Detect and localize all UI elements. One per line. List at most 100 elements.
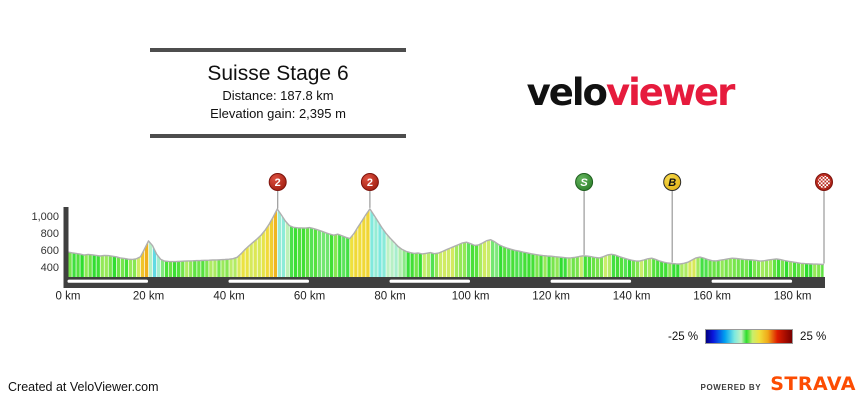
x-axis-label: 60 km: [294, 291, 325, 303]
elevation-bar: [575, 256, 579, 277]
stage-profile-chart[interactable]: 400 600 800 1,000 0 km 20 km 40 km 60 km 80 km 10…: [0, 150, 860, 310]
veloviewer-logo: veloviewer: [515, 74, 745, 111]
elevation-bar: [438, 251, 442, 277]
plot-area[interactable]: [67, 208, 825, 277]
marker-label: S: [580, 177, 588, 189]
elevation-bar: [277, 209, 281, 277]
elevation-bar: [599, 256, 603, 277]
elevation-bar: [539, 255, 543, 277]
elevation-bar: [559, 257, 563, 277]
profile-outline: [67, 208, 825, 266]
elevation-bar: [764, 260, 769, 277]
elevation-bar: [116, 256, 120, 277]
elevation-bar: [615, 255, 620, 277]
elevation-bar: [68, 252, 72, 277]
strava-attribution: POWERED BY STRAVA: [701, 373, 856, 395]
elevation-bar: [418, 253, 422, 277]
elevation-bar: [249, 242, 253, 277]
elevation-bar: [338, 234, 342, 277]
elevation-bar: [772, 258, 777, 277]
elevation-bar: [189, 260, 193, 277]
elevation-bar: [788, 261, 793, 277]
elevation-bar: [527, 252, 531, 277]
bonus-sprint-marker[interactable]: B: [663, 173, 682, 263]
elevation-bar: [108, 255, 112, 277]
elevation-bar: [607, 254, 612, 277]
elevation-bar: [112, 256, 116, 277]
checkered-flag-icon: [817, 175, 831, 189]
elevation-bar: [591, 256, 595, 277]
elevation-bar: [728, 258, 732, 277]
elevation-bar: [148, 240, 153, 277]
elevation-bar: [342, 235, 346, 277]
elevation-bar: [237, 253, 241, 277]
elevation-bar: [173, 261, 177, 277]
elevation-bar: [201, 260, 205, 277]
elevation-bar: [128, 259, 133, 277]
elevation-bar: [104, 255, 108, 277]
elevation-bar: [748, 259, 752, 277]
elevation-bar: [261, 229, 265, 277]
stage-elevation-gain: Elevation gain: 2,395 m: [210, 106, 346, 122]
elevation-bar: [366, 208, 370, 277]
x-axis-label: 20 km: [133, 291, 164, 303]
elevation-bar: [193, 260, 197, 277]
elevation-bar: [776, 258, 781, 277]
elevation-bar: [257, 235, 261, 277]
elevation-bar: [784, 260, 789, 277]
elevation-bar: [821, 264, 824, 277]
elevation-bar: [120, 257, 124, 277]
climb-cat-2-marker[interactable]: 2: [360, 173, 379, 208]
elevation-bar: [579, 255, 583, 277]
sprint-icon: [575, 173, 594, 191]
elevation-bar: [450, 246, 455, 277]
elevation-bar: [611, 254, 616, 277]
elevation-bar: [809, 263, 813, 277]
elevation-bar: [301, 227, 306, 277]
elevation-bar: [656, 259, 660, 277]
elevation-bar: [672, 263, 676, 277]
sprint-marker[interactable]: S: [575, 173, 594, 255]
elevation-bar: [760, 260, 765, 277]
elevation-bar: [503, 246, 507, 277]
elevation-bar: [644, 258, 648, 277]
elevation-bar: [752, 260, 756, 277]
elevation-bar: [293, 227, 298, 277]
elevation-bar: [805, 263, 809, 277]
elevation-bar: [426, 252, 430, 277]
elevation-bar: [370, 208, 374, 277]
elevation-bar: [273, 209, 277, 277]
elevation-bar: [100, 255, 104, 277]
elevation-bar: [406, 251, 410, 277]
elevation-bar: [619, 256, 624, 277]
elevation-bar: [160, 259, 165, 277]
elevation-bar: [491, 239, 495, 277]
elevation-bar: [374, 215, 378, 277]
elevation-bar: [623, 257, 628, 277]
elevation-bar: [354, 227, 358, 277]
elevation-bar: [434, 253, 438, 277]
elevation-bar: [720, 259, 724, 277]
elevation-bar: [422, 253, 426, 277]
y-axis-label: 600: [41, 245, 59, 257]
elevation-bar: [297, 227, 302, 277]
y-axis-label: 400: [41, 262, 59, 274]
elevation-bar: [322, 231, 326, 277]
stage-title: Suisse Stage 6: [207, 62, 349, 85]
bonus-sprint-icon: [663, 173, 682, 191]
elevation-bar: [708, 259, 712, 277]
elevation-bar: [269, 216, 273, 277]
elevation-bar: [668, 263, 672, 277]
elevation-bar: [136, 256, 141, 277]
elevation-bar: [169, 261, 173, 277]
elevation-bar: [744, 259, 748, 277]
finish-marker[interactable]: [815, 173, 833, 264]
elevation-bar: [398, 246, 402, 277]
elevation-bar: [462, 242, 467, 277]
x-axis-label: 120 km: [532, 291, 570, 303]
elevation-bar: [636, 260, 640, 277]
elevation-bar: [330, 234, 334, 277]
elevation-bar: [152, 245, 157, 277]
elevation-bar: [547, 256, 551, 277]
climb-cat-2-marker[interactable]: 2: [268, 173, 287, 209]
